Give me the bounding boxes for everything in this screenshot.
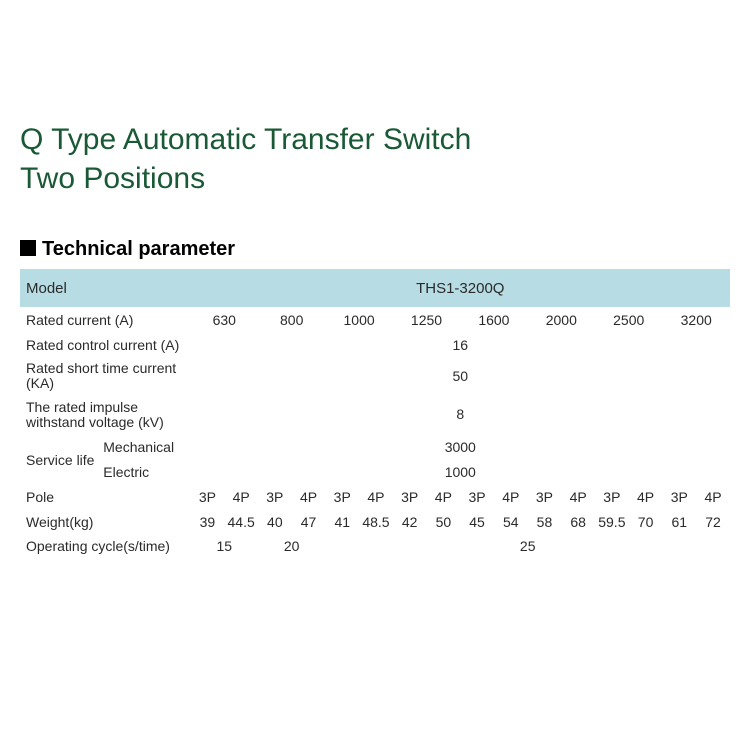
cell: 68 bbox=[561, 510, 595, 535]
cell: 2500 bbox=[595, 307, 662, 332]
cell: 4P bbox=[696, 485, 730, 510]
cell: 39 bbox=[191, 510, 225, 535]
row-service-life-electric: Electric 1000 bbox=[20, 460, 730, 485]
cell: 40 bbox=[258, 510, 292, 535]
row-group-label: Service life bbox=[20, 435, 100, 485]
cell: 47 bbox=[292, 510, 326, 535]
cell: 4P bbox=[561, 485, 595, 510]
cell: 4P bbox=[427, 485, 461, 510]
row-rated-impulse: The rated impulse withstand voltage (kV)… bbox=[20, 396, 730, 435]
cell: 1250 bbox=[393, 307, 460, 332]
spec-table: Model THS1-3200Q Rated current (A) 630 8… bbox=[20, 269, 730, 560]
cell: 800 bbox=[258, 307, 325, 332]
square-bullet-icon bbox=[20, 240, 36, 256]
section-heading-text: Technical parameter bbox=[42, 238, 235, 260]
cell: 630 bbox=[191, 307, 258, 332]
header-label: Model bbox=[20, 269, 191, 307]
cell: 50 bbox=[427, 510, 461, 535]
cell: 72 bbox=[696, 510, 730, 535]
row-sub-label: Electric bbox=[100, 460, 190, 485]
cell: 3P bbox=[325, 485, 359, 510]
cell: 1600 bbox=[460, 307, 527, 332]
cell: 2000 bbox=[528, 307, 595, 332]
row-label: Operating cycle(s/time) bbox=[20, 535, 191, 560]
page-title: Q Type Automatic Transfer Switch Two Pos… bbox=[20, 120, 730, 198]
cell: 48.5 bbox=[359, 510, 393, 535]
title-line-2: Two Positions bbox=[20, 162, 205, 195]
row-rated-current: Rated current (A) 630 800 1000 1250 1600… bbox=[20, 307, 730, 332]
row-pole: Pole 3P 4P 3P 4P 3P 4P 3P 4P 3P 4P 3P 4P… bbox=[20, 485, 730, 510]
cell: 3P bbox=[460, 485, 494, 510]
cell: 45 bbox=[460, 510, 494, 535]
cell: 3P bbox=[662, 485, 696, 510]
cell: 54 bbox=[494, 510, 528, 535]
cell: 3P bbox=[595, 485, 629, 510]
header-value: THS1-3200Q bbox=[191, 269, 730, 307]
row-sub-label: Mechanical bbox=[100, 435, 190, 460]
row-service-life-mechanical: Service life Mechanical 3000 bbox=[20, 435, 730, 460]
row-operating-cycle: Operating cycle(s/time) 15 20 25 bbox=[20, 535, 730, 560]
cell: 1000 bbox=[191, 460, 730, 485]
cell: 50 bbox=[191, 357, 730, 396]
row-label: The rated impulse withstand voltage (kV) bbox=[20, 396, 191, 435]
row-rated-short-time: Rated short time current (KA) 50 bbox=[20, 357, 730, 396]
cell: 70 bbox=[629, 510, 663, 535]
cell: 25 bbox=[325, 535, 730, 560]
cell: 41 bbox=[325, 510, 359, 535]
cell: 3P bbox=[258, 485, 292, 510]
cell: 15 bbox=[191, 535, 258, 560]
row-label: Weight(kg) bbox=[20, 510, 191, 535]
cell: 8 bbox=[191, 396, 730, 435]
row-rated-control-current: Rated control current (A) 16 bbox=[20, 332, 730, 357]
cell: 61 bbox=[662, 510, 696, 535]
cell: 3P bbox=[191, 485, 225, 510]
cell: 1000 bbox=[325, 307, 392, 332]
cell: 44.5 bbox=[224, 510, 258, 535]
table-header-row: Model THS1-3200Q bbox=[20, 269, 730, 307]
row-label: Rated short time current (KA) bbox=[20, 357, 191, 396]
cell: 4P bbox=[359, 485, 393, 510]
cell: 3000 bbox=[191, 435, 730, 460]
section-heading: Technical parameter bbox=[20, 238, 730, 261]
cell: 3P bbox=[393, 485, 427, 510]
row-weight: Weight(kg) 39 44.5 40 47 41 48.5 42 50 4… bbox=[20, 510, 730, 535]
cell: 4P bbox=[292, 485, 326, 510]
cell: 4P bbox=[494, 485, 528, 510]
cell: 42 bbox=[393, 510, 427, 535]
cell: 59.5 bbox=[595, 510, 629, 535]
cell: 58 bbox=[528, 510, 562, 535]
cell: 4P bbox=[629, 485, 663, 510]
row-label: Rated current (A) bbox=[20, 307, 191, 332]
row-label: Pole bbox=[20, 485, 191, 510]
cell: 3P bbox=[528, 485, 562, 510]
cell: 16 bbox=[191, 332, 730, 357]
cell: 3200 bbox=[662, 307, 730, 332]
cell: 4P bbox=[224, 485, 258, 510]
cell: 20 bbox=[258, 535, 325, 560]
row-label: Rated control current (A) bbox=[20, 332, 191, 357]
title-line-1: Q Type Automatic Transfer Switch bbox=[20, 123, 471, 156]
